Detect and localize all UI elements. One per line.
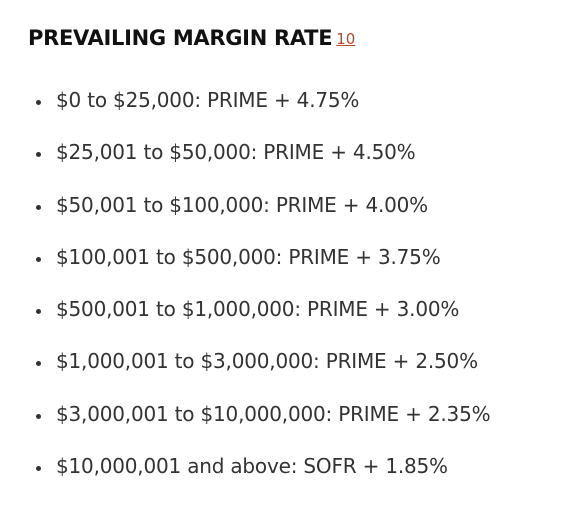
list-item: $500,001 to $1,000,000: PRIME + 3.00% (36, 293, 490, 345)
bullet-icon (36, 256, 41, 262)
bullet-icon (36, 309, 41, 315)
bullet-icon (36, 413, 41, 419)
margin-rate-list: $0 to $25,000: PRIME + 4.75% $25,001 to … (36, 84, 491, 502)
rate-text: $3,000,001 to $10,000,000: PRIME + 2.35% (56, 401, 491, 426)
list-item: $0 to $25,000: PRIME + 4.75% (36, 84, 490, 136)
rate-text: $0 to $25,000: PRIME + 4.75% (56, 88, 360, 112)
rate-text: $50,001 to $100,000: PRIME + 4.00% (56, 192, 428, 217)
rate-text: $1,000,001 to $3,000,000: PRIME + 2.50% (56, 349, 478, 374)
rate-text: $500,001 to $1,000,000: PRIME + 3.00% (56, 297, 460, 322)
heading-title: PREVAILING MARGIN RATE (28, 26, 333, 50)
list-item: $1,000,001 to $3,000,000: PRIME + 2.50% (36, 345, 490, 397)
bullet-icon (36, 204, 41, 210)
rate-text: $25,001 to $50,000: PRIME + 4.50% (56, 140, 416, 165)
list-item: $100,001 to $500,000: PRIME + 3.75% (36, 241, 490, 293)
bullet-icon (36, 100, 41, 105)
list-item: $25,001 to $50,000: PRIME + 4.50% (36, 136, 490, 188)
page-title: PREVAILING MARGIN RATE 10 (28, 26, 355, 50)
rate-text: $100,001 to $500,000: PRIME + 3.75% (56, 244, 441, 269)
rate-text: $10,000,001 and above: SOFR + 1.85% (56, 454, 448, 479)
list-item: $3,000,001 to $10,000,000: PRIME + 2.35% (36, 398, 491, 450)
bullet-icon (36, 361, 41, 367)
footnote-link[interactable]: 10 (336, 30, 356, 48)
bullet-icon (36, 152, 41, 158)
bullet-icon (36, 466, 41, 472)
list-item: $10,000,001 and above: SOFR + 1.85% (36, 450, 490, 502)
list-item: $50,001 to $100,000: PRIME + 4.00% (36, 189, 490, 241)
